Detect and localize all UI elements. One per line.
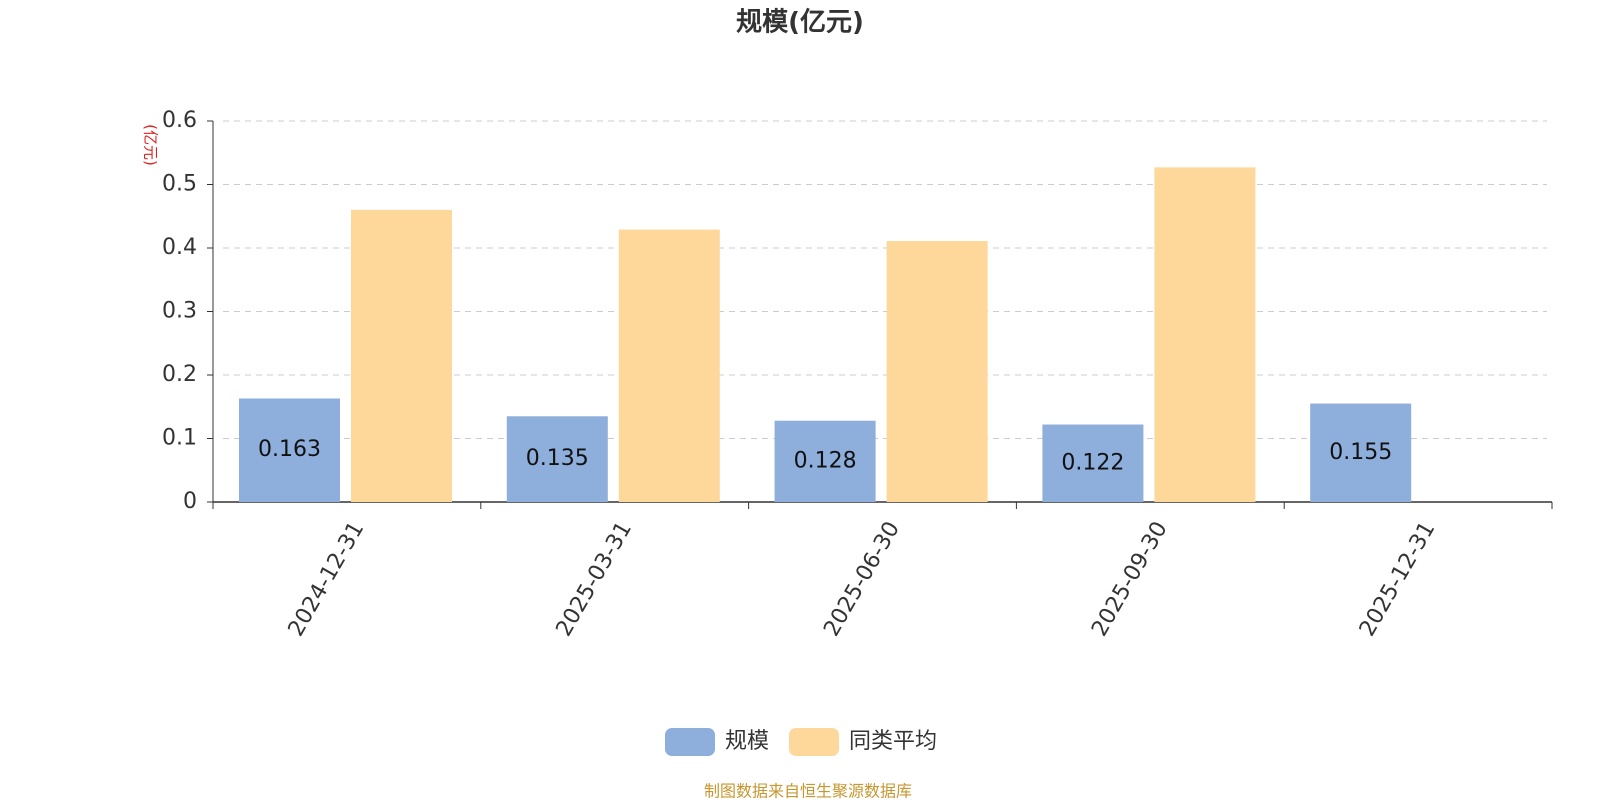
data-label: 0.122 bbox=[1061, 450, 1124, 475]
x-tick-label: 2025-12-31 bbox=[1355, 518, 1441, 641]
source-note: 制图数据来自恒生聚源数据库 bbox=[704, 782, 912, 800]
legend-label: 规模 bbox=[725, 729, 769, 754]
y-tick-label: 0.6 bbox=[162, 108, 197, 133]
y-tick-label: 0 bbox=[183, 489, 197, 514]
bar bbox=[1310, 403, 1412, 502]
legend-label: 同类平均 bbox=[849, 729, 937, 754]
x-tick-label: 2024-12-31 bbox=[284, 518, 370, 641]
bar bbox=[1042, 424, 1144, 502]
bar bbox=[1154, 167, 1256, 503]
data-label: 0.163 bbox=[258, 437, 321, 462]
y-tick-label: 0.1 bbox=[162, 426, 197, 451]
bar bbox=[506, 416, 608, 502]
legend-swatch bbox=[789, 728, 840, 756]
y-tick-label: 0.5 bbox=[162, 172, 197, 197]
x-tick-label: 2025-03-31 bbox=[552, 518, 638, 641]
y-tick-label: 0.4 bbox=[162, 235, 197, 260]
bar bbox=[618, 229, 720, 502]
data-label: 0.135 bbox=[526, 446, 589, 471]
bar bbox=[774, 420, 876, 502]
bar bbox=[239, 398, 340, 502]
y-tick-label: 0.2 bbox=[162, 362, 197, 387]
bar bbox=[886, 241, 988, 502]
data-label: 0.128 bbox=[794, 448, 857, 473]
y-axis-label: (亿元) bbox=[142, 124, 160, 166]
data-label: 0.155 bbox=[1329, 440, 1392, 465]
x-tick-label: 2025-09-30 bbox=[1087, 518, 1173, 641]
bar bbox=[351, 209, 452, 502]
x-tick-label: 2025-06-30 bbox=[819, 518, 905, 641]
legend-swatch bbox=[665, 728, 715, 756]
y-tick-label: 0.3 bbox=[162, 299, 197, 324]
chart-title: 规模(亿元) bbox=[736, 8, 864, 38]
